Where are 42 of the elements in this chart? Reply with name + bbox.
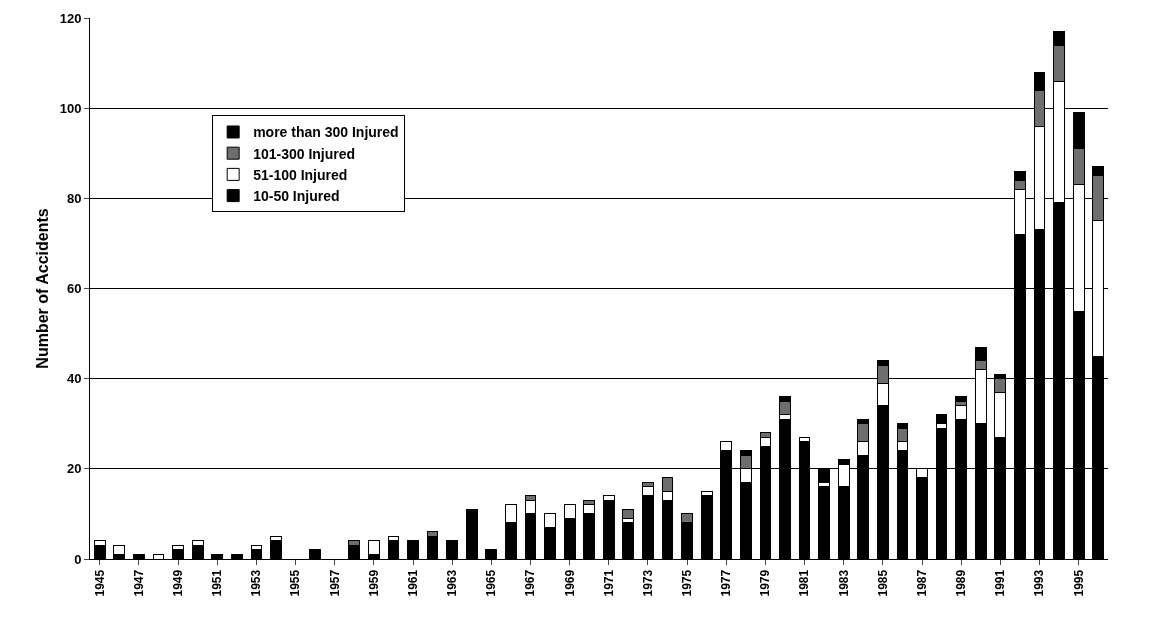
bar bbox=[779, 400, 791, 416]
y-axis-title: Number of Accidents bbox=[34, 208, 51, 369]
legend-label: 10-50 Injured bbox=[253, 188, 340, 205]
x-tick-label: 1955 bbox=[288, 569, 303, 597]
y-tick-label: 40 bbox=[66, 371, 82, 387]
x-tick-label: 1987 bbox=[914, 569, 929, 597]
x-tick-label: 1979 bbox=[758, 569, 773, 597]
x-tick-label: 1989 bbox=[954, 569, 969, 597]
x-tick-label: 1963 bbox=[445, 569, 460, 597]
y-tick-label: 120 bbox=[59, 10, 82, 26]
x-tick-label: 1965 bbox=[484, 569, 499, 597]
bar bbox=[935, 414, 948, 425]
x-tick-label: 1975 bbox=[680, 569, 694, 597]
y-tick-label: 0 bbox=[74, 551, 82, 567]
legend-label: 101-300 Injured bbox=[253, 145, 356, 162]
x-tick-label: 1949 bbox=[171, 569, 185, 597]
x-tick-label: 1957 bbox=[327, 569, 342, 597]
x-tick-label: 1993 bbox=[1032, 569, 1047, 597]
x-tick-label: 1947 bbox=[131, 569, 146, 597]
bar bbox=[955, 396, 968, 402]
x-tick-label: 1985 bbox=[875, 569, 890, 597]
y-tick-label: 20 bbox=[66, 461, 82, 477]
x-tick-label: 1983 bbox=[836, 569, 851, 597]
y-tick-label: 80 bbox=[66, 190, 82, 206]
x-tick-label: 1953 bbox=[249, 569, 264, 597]
x-tick-label: 1969 bbox=[562, 569, 577, 597]
y-tick-label: 60 bbox=[66, 281, 82, 297]
x-tick-label: 1981 bbox=[797, 569, 812, 597]
x-tick-label: 1977 bbox=[719, 569, 734, 597]
x-tick-label: 1961 bbox=[405, 569, 420, 597]
x-tick-label: 1995 bbox=[1071, 569, 1086, 597]
legend-label: 51-100 Injured bbox=[253, 166, 348, 183]
legend-label: more than 300 Injured bbox=[253, 124, 399, 141]
y-tick-label: 100 bbox=[59, 100, 82, 116]
bar bbox=[367, 540, 380, 555]
x-tick-label: 1959 bbox=[366, 569, 381, 597]
x-tick-label: 1971 bbox=[601, 569, 616, 597]
x-tick-label: 1973 bbox=[640, 569, 655, 597]
x-tick-label: 1945 bbox=[92, 569, 107, 597]
x-tick-label: 1991 bbox=[993, 569, 1008, 597]
x-tick-label: 1967 bbox=[523, 569, 538, 597]
x-tick-label: 1951 bbox=[210, 569, 225, 597]
